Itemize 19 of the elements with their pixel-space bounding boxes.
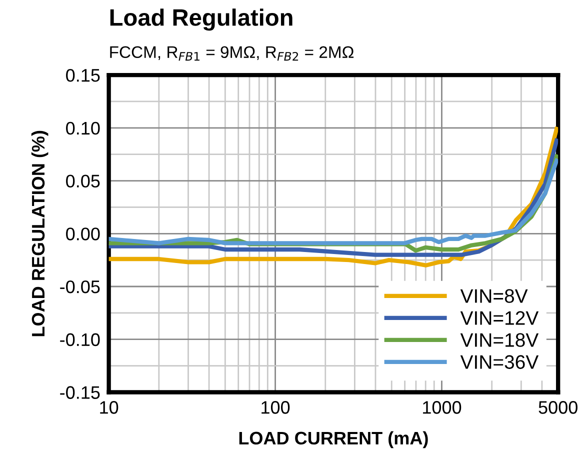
y-tick-label: 0.05 bbox=[66, 174, 100, 188]
chart-subtitle: FCCM, R$_{FB1}$ = 9MΩ, R$_{FB2}$ = 2MΩ bbox=[110, 46, 354, 61]
legend-label: VIN=8V bbox=[460, 289, 528, 303]
legend-label: VIN=36V bbox=[460, 355, 539, 369]
y-tick-label: 0.15 bbox=[66, 68, 100, 82]
chart-title: Load Regulation bbox=[110, 8, 292, 31]
x-tick-label: 1000 bbox=[423, 401, 462, 414]
x-tick-label: 100 bbox=[262, 401, 290, 414]
y-tick-label: -0.05 bbox=[60, 280, 100, 294]
y-axis-title: LOAD REGULATION (%) bbox=[31, 130, 48, 336]
legend-label: VIN=18V bbox=[460, 333, 539, 347]
y-tick-label: -0.15 bbox=[60, 386, 100, 399]
x-axis-title: LOAD CURRENT (mA) bbox=[239, 431, 428, 448]
y-tick-label: 0.10 bbox=[66, 122, 100, 135]
y-tick-label: -0.10 bbox=[60, 333, 100, 346]
legend-label: VIN=12V bbox=[460, 311, 539, 325]
x-tick-label: 10 bbox=[100, 401, 118, 414]
y-tick-label: 0.00 bbox=[66, 228, 100, 240]
x-tick-label: 5000 bbox=[538, 401, 578, 414]
